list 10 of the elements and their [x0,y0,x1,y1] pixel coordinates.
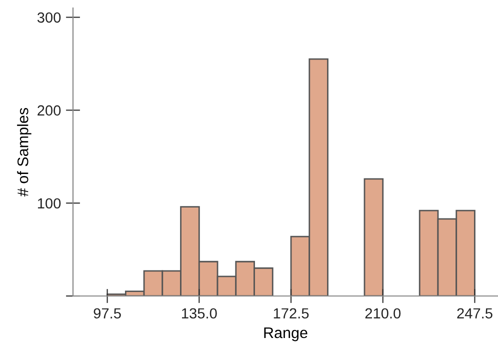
y-axis-title: # of Samples [17,108,32,197]
x-tick-label: 247.5 [457,308,492,319]
x-tick-label: 172.5 [274,308,309,319]
x-tick-label: 210.0 [365,308,401,319]
y-tick-label: 200 [38,105,61,116]
x-tick-label: 97.5 [94,308,121,319]
x-tick-label: 135.0 [182,308,217,319]
y-tick-label: 300 [37,12,61,23]
x-axis-title: Range [264,328,308,342]
y-tick-label: 100 [38,198,61,209]
